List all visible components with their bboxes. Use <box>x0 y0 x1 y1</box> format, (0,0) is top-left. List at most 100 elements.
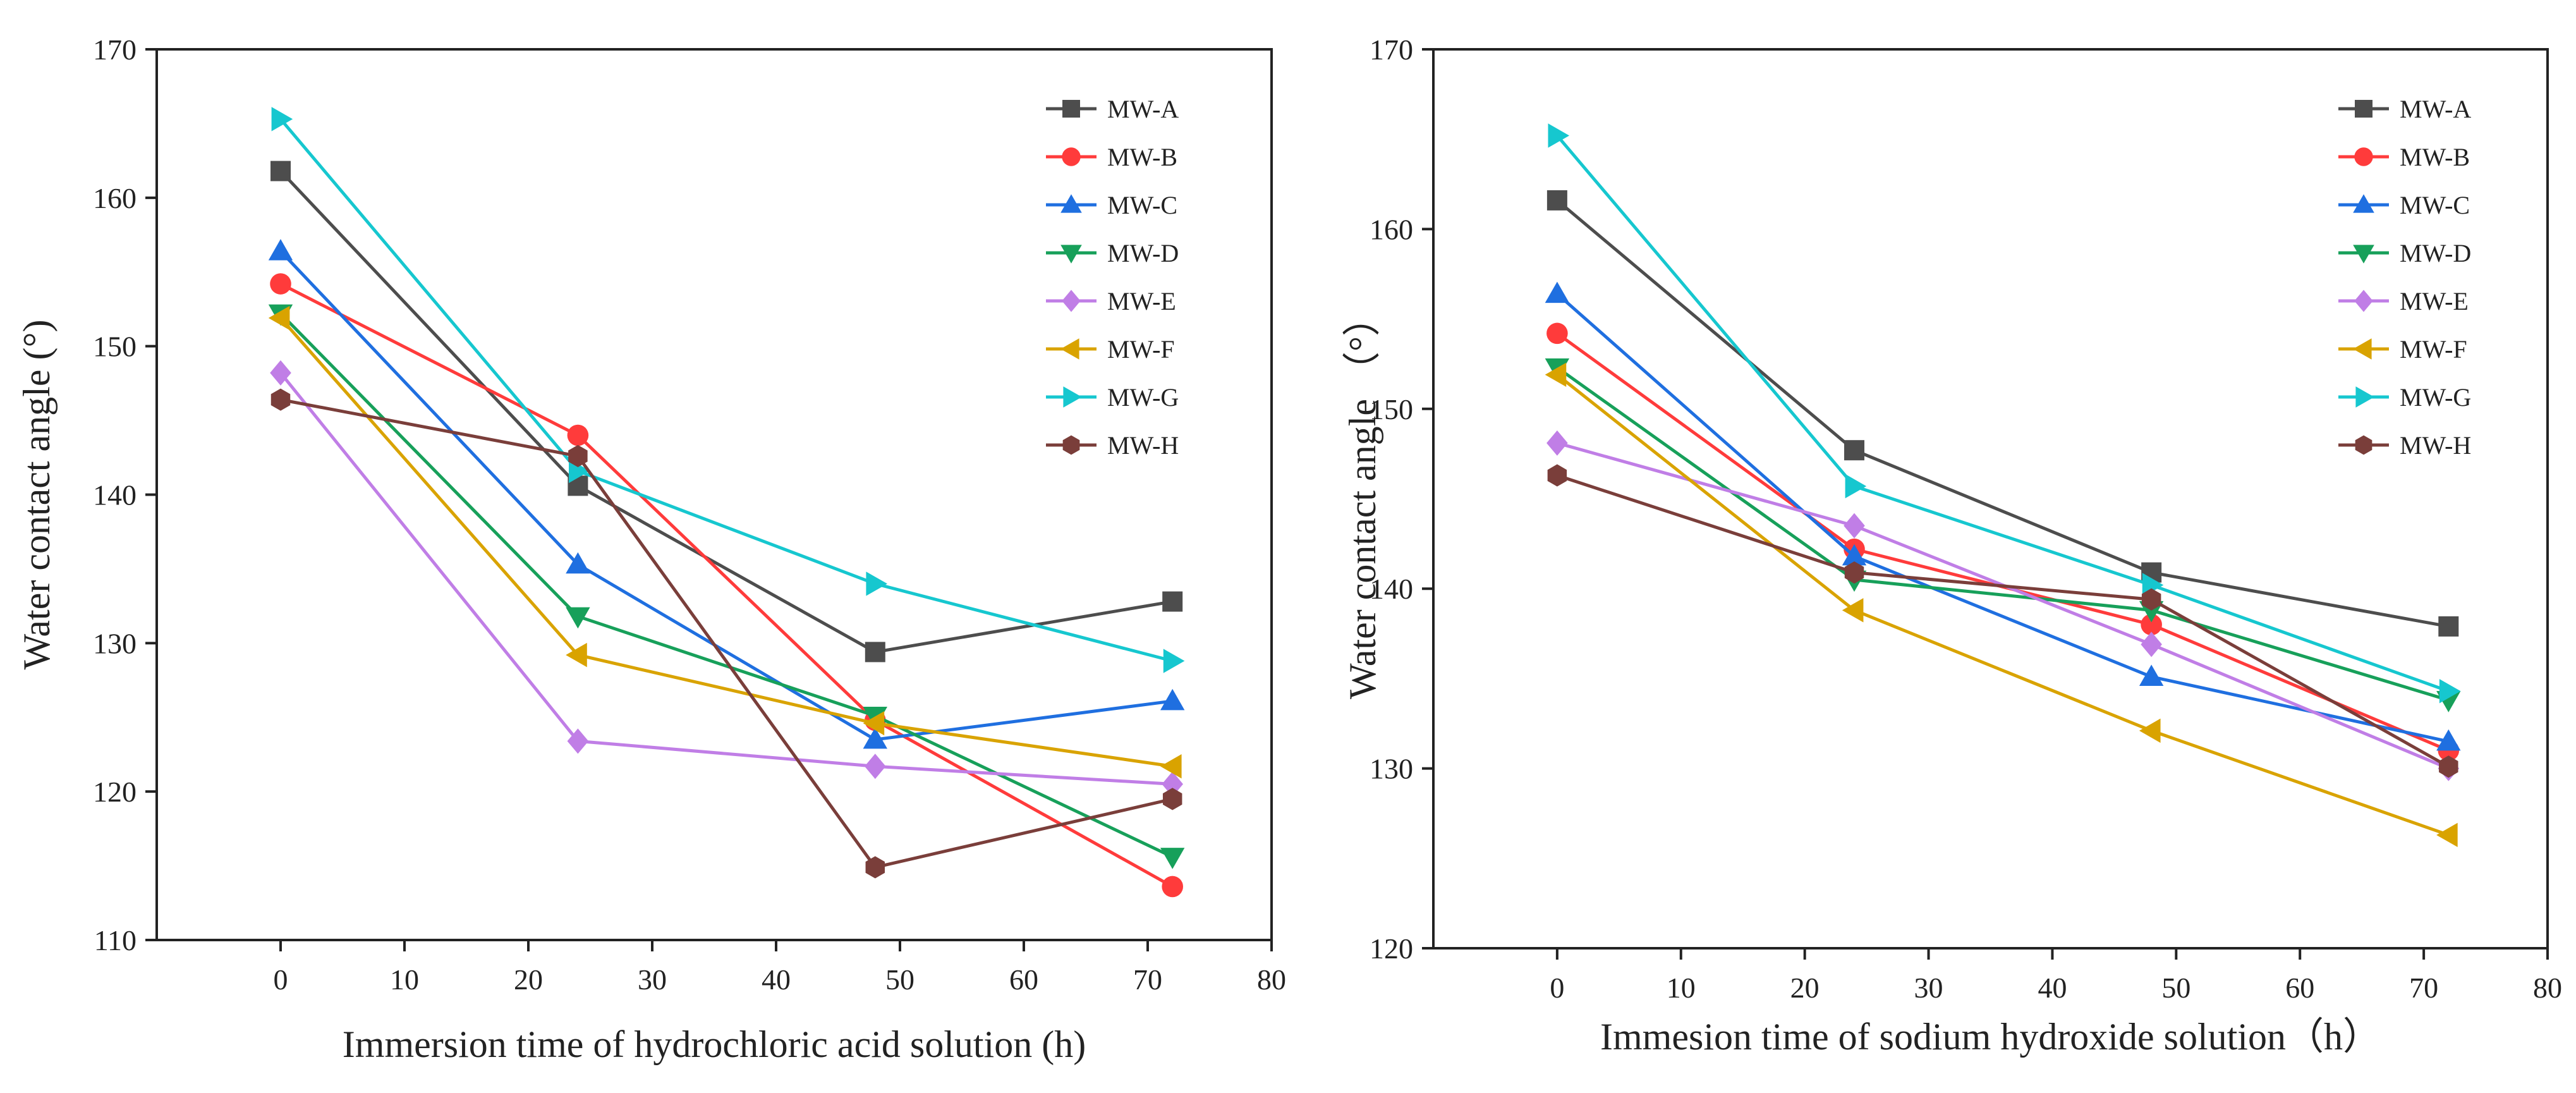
x-tick-label: 80 <box>1257 963 1286 996</box>
legend-label: MW-D <box>1107 239 1179 267</box>
data-point <box>2141 614 2162 635</box>
series-line <box>279 169 1173 654</box>
legend-item: MW-E <box>1046 287 1176 315</box>
y-axis-title: Water contact angle (°) <box>16 320 58 670</box>
series-line <box>279 118 1173 663</box>
series-line <box>279 317 1173 768</box>
data-point <box>2139 718 2161 743</box>
data-point <box>270 388 291 411</box>
data-point <box>566 552 590 574</box>
data-point <box>1160 848 1185 869</box>
series-line <box>1556 198 2449 628</box>
data-point <box>1845 473 1867 499</box>
y-tick-label: 150 <box>1370 393 1413 425</box>
legend-marker <box>1060 338 1079 360</box>
data-point <box>568 444 588 468</box>
legend-item: MW-H <box>2338 431 2471 460</box>
data-point <box>865 754 886 779</box>
legend-label: MW-F <box>2400 335 2467 363</box>
data-point <box>1546 190 1567 211</box>
data-point <box>1162 591 1183 612</box>
legend-label: MW-G <box>1107 383 1179 412</box>
chart-panel-2: 0 10 20 30 40 50 60 70 80 120 130 140 150 160 170 Immes… <box>1342 34 2562 1058</box>
x-tick-label: 30 <box>1914 972 1943 1004</box>
legend-item: MW-F <box>1046 335 1175 363</box>
x-tick-label: 40 <box>762 963 791 996</box>
data-point <box>2141 588 2161 611</box>
x-tick-label: 20 <box>1790 972 1820 1004</box>
legend-item: MW-A <box>2338 95 2471 123</box>
series-mw-a <box>270 161 1183 663</box>
series-mw-c <box>268 239 1185 749</box>
data-point <box>1548 123 1570 148</box>
y-tick-label: 130 <box>1370 753 1413 785</box>
y-axis-title: Water contact angle （°） <box>1342 298 1383 699</box>
y-tick-label: 170 <box>93 34 137 66</box>
legend-item: MW-B <box>1046 143 1177 171</box>
data-point <box>2139 664 2164 686</box>
data-point <box>1546 322 1568 345</box>
data-point <box>1546 430 1568 456</box>
data-point <box>268 239 293 260</box>
legend-marker <box>2354 290 2373 312</box>
legend-label: MW-A <box>1107 95 1179 123</box>
data-point <box>1545 362 1567 387</box>
legend-label: MW-G <box>2400 383 2471 412</box>
legend-item: MW-D <box>2338 239 2471 267</box>
x-tick-label: 40 <box>2038 972 2067 1004</box>
data-point <box>1844 440 1865 461</box>
data-point <box>1545 281 1570 303</box>
data-point <box>2436 822 2458 848</box>
data-point <box>1160 688 1185 711</box>
data-point <box>2439 755 2458 778</box>
series-line <box>1557 473 2450 768</box>
data-point <box>2438 616 2459 637</box>
legend-label: MW-D <box>2400 239 2471 267</box>
data-point <box>566 642 587 668</box>
legend: MW-A MW-B MW-C MW-D MW-E MW-F MW-G MW-H <box>1046 95 1179 460</box>
series-line <box>280 398 1173 869</box>
legend-item: MW-G <box>2338 383 2471 412</box>
legend-marker <box>1062 100 1080 118</box>
x-tick-label: 60 <box>1009 963 1038 996</box>
legend-marker <box>2354 147 2373 166</box>
x-tick-label: 50 <box>2161 972 2190 1004</box>
legend-marker <box>2355 386 2374 408</box>
legend-label: MW-F <box>1107 335 1175 363</box>
data-point <box>1547 464 1567 487</box>
data-point <box>566 607 590 629</box>
x-tick-label: 10 <box>1667 972 1696 1004</box>
legend-item: MW-A <box>1046 95 1179 123</box>
x-axis-title: Immersion time of hydrochloric acid solu… <box>343 1023 1086 1065</box>
data-point <box>1844 561 1864 584</box>
data-point <box>865 856 885 879</box>
legend-marker <box>2355 435 2372 455</box>
x-tick-label: 50 <box>885 963 914 996</box>
legend-marker <box>1063 386 1082 408</box>
data-point <box>567 728 589 754</box>
data-point <box>865 642 885 663</box>
series-mw-h <box>270 388 1182 879</box>
legend-marker <box>1060 194 1082 213</box>
legend-label: MW-A <box>2400 95 2471 123</box>
y-tick-label: 120 <box>93 776 137 808</box>
series-mw-e <box>270 360 1183 797</box>
y-tick-label: 130 <box>93 627 137 659</box>
data-point <box>1842 598 1864 623</box>
legend-marker <box>1060 245 1082 264</box>
series-line <box>1555 134 2450 693</box>
legend-label: MW-B <box>2400 143 2470 171</box>
chart-panel-1: 0 10 20 30 40 50 60 70 80 110 120 130 140 150 160 170 Im… <box>16 34 1286 1065</box>
data-point <box>2141 632 2162 657</box>
legend-marker <box>1062 147 1081 166</box>
x-tick-label: 80 <box>2533 972 2562 1004</box>
legend: MW-A MW-B MW-C MW-D MW-E MW-F MW-G MW-H <box>2338 95 2471 460</box>
y-tick-label: 110 <box>94 924 137 956</box>
legend-item: MW-D <box>1046 239 1179 267</box>
y-tick-label: 160 <box>1370 213 1413 245</box>
series-line <box>279 312 1174 858</box>
legend-label: MW-E <box>1107 287 1176 315</box>
